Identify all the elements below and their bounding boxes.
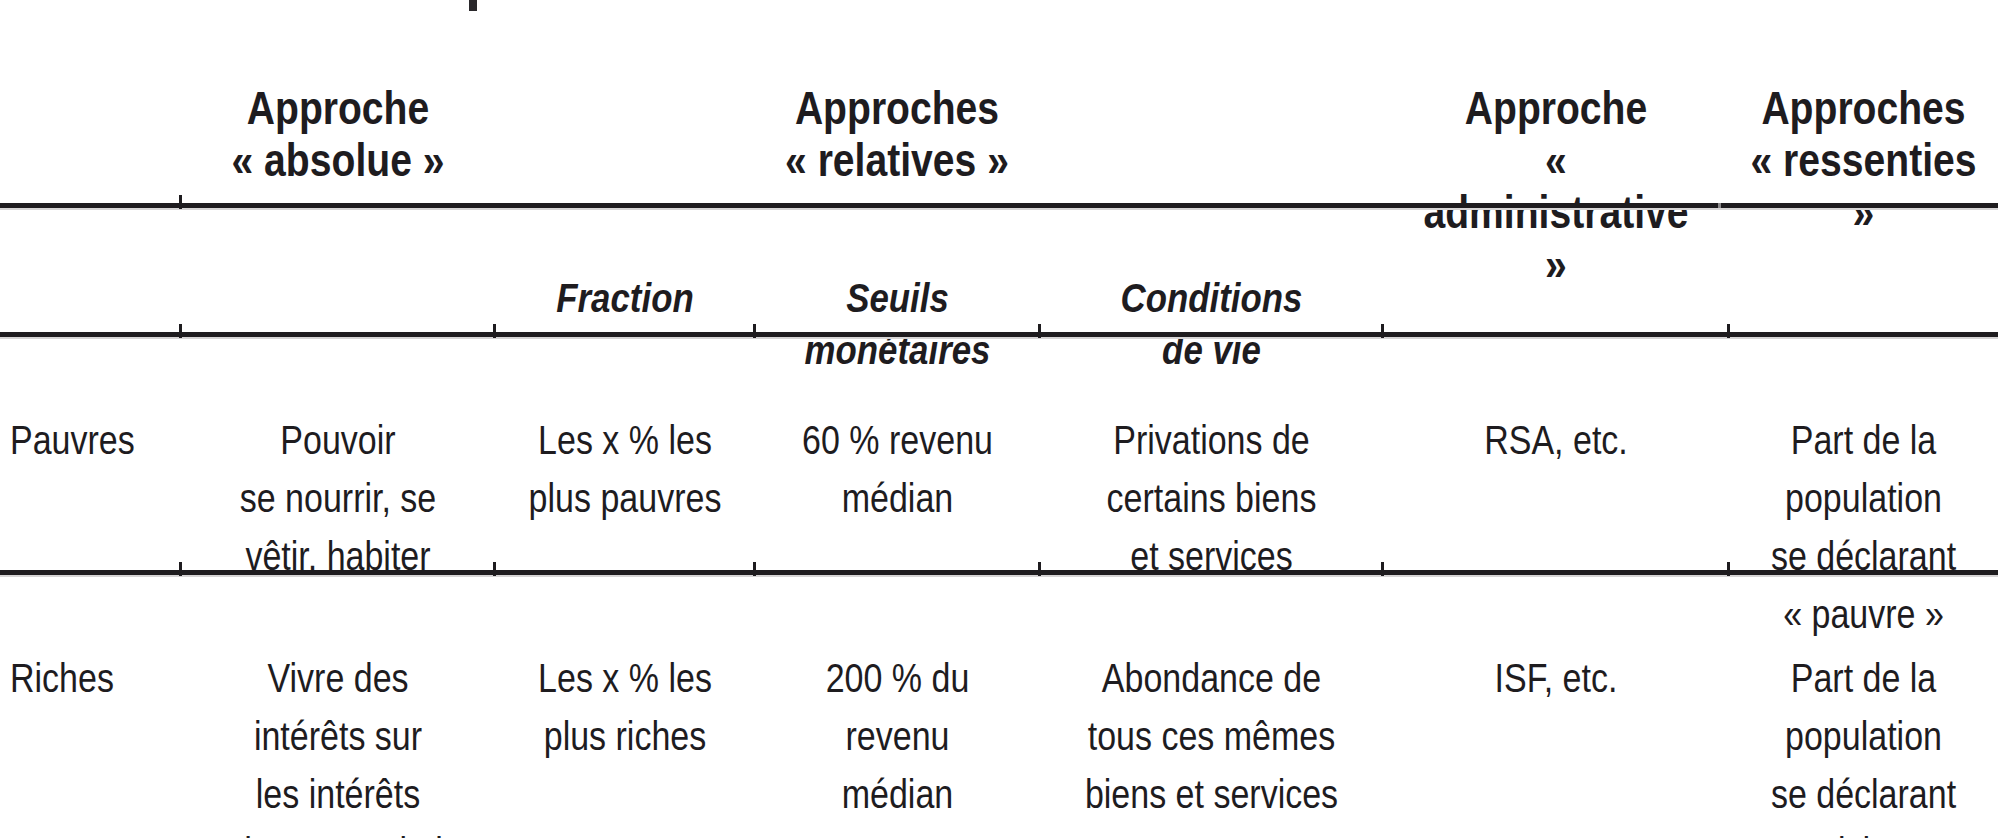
row-label-pauvres-text: Pauvres (10, 411, 155, 469)
cell-riches-conditions: Abondance de tous ces mêmes biens et ser… (1040, 575, 1383, 838)
column-boundary-tick (179, 562, 182, 576)
header-approches-relatives-label: Approches « relatives » (520, 82, 1275, 186)
column-boundary-tick (1038, 562, 1041, 576)
column-boundary-tick (179, 195, 182, 209)
cell-pauvres-administrative-text: RSA, etc. (1409, 411, 1703, 469)
rule-segment-gap (1718, 203, 1721, 208)
table-header-row: Approche « absolue » Approches « relativ… (0, 0, 1998, 203)
cell-pauvres-seuils-text: 60 % revenu médian (776, 411, 1018, 527)
poverty-wealth-approaches-table: Approche « absolue » Approches « relativ… (0, 0, 1998, 838)
subheader-seuils-monetaires-label: Seuils monétaires (776, 272, 1018, 376)
horizontal-rule-top (0, 203, 1998, 208)
column-boundary-tick (753, 562, 756, 576)
column-boundary-tick (1038, 324, 1041, 338)
header-approche-administrative: Approche « administrative » (1383, 0, 1729, 342)
cell-riches-ressenties-text: Part de la population se déclarant « ric… (1749, 649, 1978, 838)
horizontal-rule-bottom (0, 570, 1998, 575)
cell-riches-absolue: Vivre des intérêts sur les intérêts de s… (181, 575, 495, 838)
table-row-riches: Riches Vivre des intérêts sur les intérê… (0, 575, 1998, 838)
row-label-riches-text: Riches (10, 649, 155, 707)
column-boundary-tick (1727, 324, 1730, 338)
subheader-conditions-de-vie-label: Conditions de vie (1066, 272, 1358, 376)
cell-riches-fraction: Les x % les plus riches (495, 575, 755, 838)
header-approche-absolue-label: Approche « absolue » (205, 82, 472, 186)
column-boundary-tick (493, 562, 496, 576)
horizontal-rule-middle (0, 332, 1998, 337)
cell-pauvres-absolue-text: Pouvoir se nourrir, se vêtir, habiter (205, 411, 472, 585)
cell-riches-seuils: 200 % du revenu médian (755, 575, 1040, 838)
cell-riches-fraction-text: Les x % les plus riches (515, 649, 736, 765)
header-approche-absolue: Approche « absolue » (181, 0, 495, 342)
column-boundary-tick (179, 324, 182, 338)
cell-riches-absolue-text: Vivre des intérêts sur les intérêts de s… (205, 649, 472, 838)
header-approches-ressenties-label: Approches « ressenties » (1749, 82, 1978, 238)
cell-riches-administrative: ISF, etc. (1383, 575, 1729, 838)
column-boundary-tick (493, 324, 496, 338)
subheader-fraction-label: Fraction (515, 272, 736, 324)
column-boundary-tick (753, 324, 756, 338)
column-boundary-tick (1381, 324, 1384, 338)
header-approche-administrative-label: Approche « administrative » (1409, 82, 1703, 290)
column-boundary-tick (1727, 562, 1730, 576)
cell-pauvres-conditions-text: Privations de certains biens et services (1066, 411, 1358, 585)
cell-riches-seuils-text: 200 % du revenu médian (776, 649, 1018, 823)
cell-pauvres-ressenties-text: Part de la population se déclarant « pau… (1749, 411, 1978, 643)
column-boundary-tick (1381, 562, 1384, 576)
row-label-riches: Riches (0, 575, 181, 838)
cell-riches-administrative-text: ISF, etc. (1409, 649, 1703, 707)
header-approches-ressenties: Approches « ressenties » (1729, 0, 1998, 342)
cell-riches-conditions-text: Abondance de tous ces mêmes biens et ser… (1066, 649, 1358, 823)
cell-pauvres-fraction-text: Les x % les plus pauvres (515, 411, 736, 527)
